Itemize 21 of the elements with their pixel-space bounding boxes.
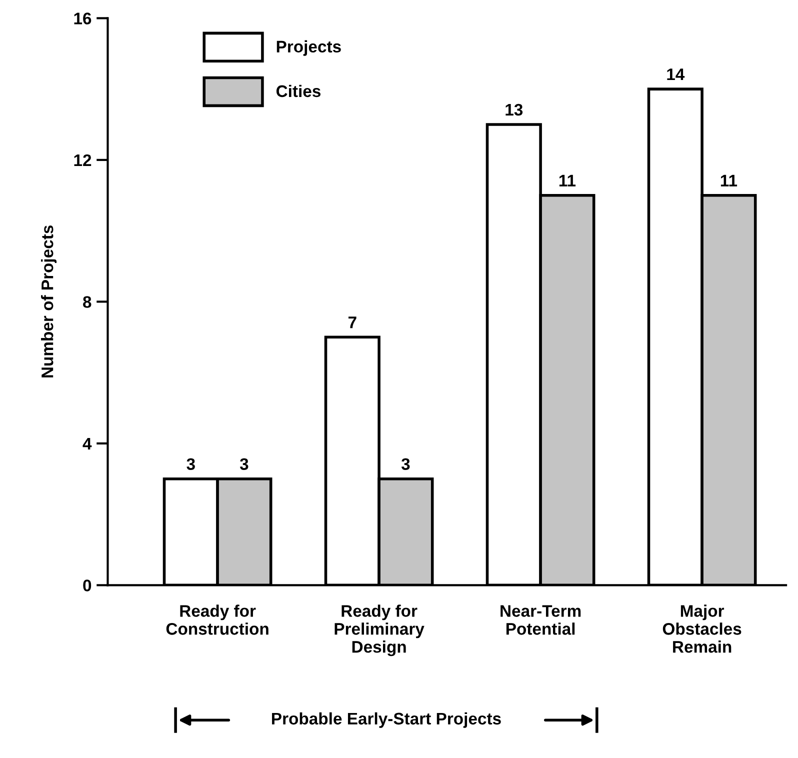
y-tick-label: 16 [74, 12, 92, 24]
data-label: 11 [720, 174, 738, 186]
y-tick-label: 8 [83, 296, 92, 308]
x-tick-label: Major Obstacles Remain [662, 604, 742, 653]
text: Probable Early-Start Projects [272, 712, 501, 728]
x-tick-label: Ready for Construction [166, 604, 268, 635]
x-tick-label: Near-Term Potential [500, 605, 581, 635]
data-label: 3 [240, 458, 248, 470]
data-label: 3 [401, 458, 410, 470]
y-tick-label: 0 [83, 580, 92, 592]
data-label: 11 [559, 174, 576, 186]
y-axis-title: Number of Projects [41, 225, 57, 378]
y-tick-label: 12 [74, 154, 92, 166]
legend-label: Projects [276, 40, 341, 56]
data-label: 3 [186, 458, 195, 470]
data-label: 13 [506, 104, 523, 116]
legend-label: Cities [276, 84, 320, 98]
data-label: 14 [667, 68, 685, 80]
x-tick-label: Ready for Preliminary Design [334, 604, 424, 656]
y-tick-label: 4 [82, 438, 92, 450]
data-label: 7 [348, 316, 356, 328]
